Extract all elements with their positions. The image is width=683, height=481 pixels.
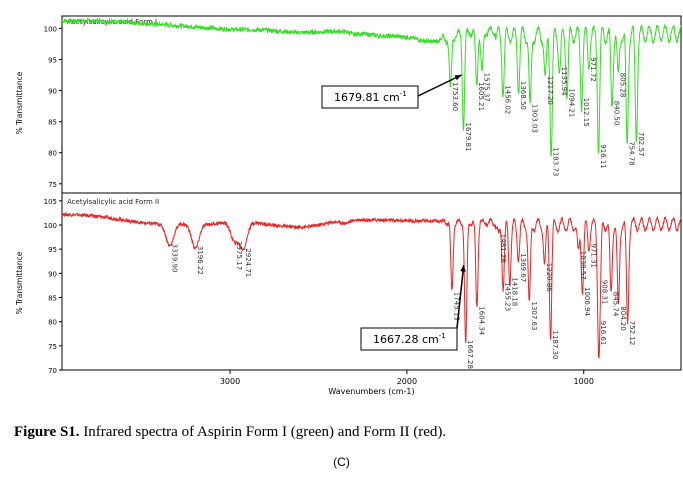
x-tick-label: 3000: [220, 377, 240, 386]
y-tick-label: 95: [48, 246, 57, 254]
peak-label: 1006.94: [583, 287, 591, 316]
peak-label: 1604.34: [477, 306, 485, 335]
callout-arrow: [456, 264, 465, 329]
callout-superscript: -1: [400, 90, 407, 98]
y-tick-label: 95: [48, 57, 57, 65]
peak-label: 1307.63: [530, 302, 538, 331]
peak-label: 1605.21: [477, 82, 485, 111]
peak-label: 1745.13: [452, 292, 460, 321]
peak-label: 1455.23: [504, 282, 512, 311]
y-tick-label: 75: [48, 343, 57, 351]
y-tick-label: 80: [48, 150, 57, 158]
callout-superscript: -1: [439, 332, 446, 340]
figure-sublabel: (C): [333, 455, 350, 469]
peak-label: 1418.18: [510, 277, 518, 306]
peak-label: 1368.50: [519, 81, 527, 110]
peak-label: 1012.15: [582, 98, 590, 127]
peak-label: 1094.21: [568, 88, 576, 117]
y-tick-label: 70: [48, 367, 57, 375]
peak-label: 804.20: [619, 306, 627, 331]
peak-label: 1217.20: [546, 76, 554, 105]
callout-arrow: [417, 74, 462, 97]
peak-label: 805.28: [619, 73, 627, 98]
peak-label: 1183.73: [552, 147, 560, 176]
peak-label: 1135.94: [560, 67, 568, 96]
y-tick-label: 85: [48, 119, 57, 127]
peak-label: 971.72: [589, 57, 597, 82]
peak-label: 916.61: [599, 321, 607, 346]
y-tick-label: 105: [44, 198, 57, 206]
peak-label: 916.11: [599, 144, 607, 169]
peak-label: 1575.37: [483, 73, 491, 102]
y-tick-label: 85: [48, 295, 57, 303]
callout-box: [321, 85, 419, 109]
panel-top: Acetylsalicylic acid Form I7580859095100…: [15, 18, 682, 189]
peak-label: 702.57: [637, 132, 645, 157]
x-tick-label: 1000: [574, 377, 594, 386]
y-axis-label: % Transmittance: [15, 71, 24, 134]
caption-label: Figure S1.: [14, 424, 80, 440]
figure-caption: Figure S1. Infrared spectra of Aspirin F…: [14, 424, 674, 441]
y-tick-label: 90: [48, 88, 57, 96]
x-axis-label: Wavenumbers (cm-1): [328, 387, 414, 396]
peak-label: 1303.03: [531, 104, 539, 133]
peak-label: 1030.57: [579, 251, 587, 280]
peak-label: 1369.67: [519, 253, 527, 282]
callout-text: 1667.28 cm-1: [373, 332, 446, 346]
callout-arrowhead: [454, 75, 462, 81]
peak-label: 1481.28: [499, 234, 507, 263]
peak-label: 1753.60: [451, 82, 459, 111]
y-tick-label: 100: [44, 222, 57, 230]
y-tick-label: 90: [48, 270, 57, 278]
y-tick-label: 100: [44, 25, 57, 33]
spectra-panels: Acetylsalicylic acid Form I7580859095100…: [15, 18, 682, 375]
y-tick-label: 80: [48, 319, 57, 327]
y-axis-label: % Transmittance: [15, 251, 24, 314]
peak-label: 840.50: [612, 101, 620, 126]
peak-label: 2975.17: [235, 241, 243, 270]
spectrum-line: [61, 18, 682, 157]
peak-label: 908.31: [600, 280, 608, 305]
caption-text: Infrared spectra of Aspirin Form I (gree…: [79, 424, 447, 440]
peak-label: 3196.22: [196, 246, 204, 275]
peak-label: 1679.81: [464, 123, 472, 152]
x-tick-label: 2000: [397, 377, 417, 386]
peak-label: 1667.28: [466, 340, 474, 369]
peak-label: 752.12: [628, 321, 636, 346]
peak-label: 3339.90: [170, 244, 178, 273]
peak-label: 1187.30: [551, 331, 559, 360]
callout-box: [360, 327, 458, 351]
panel-bottom: Acetylsalicylic acid Form II 70 75 80 85 90 95…: [15, 198, 682, 375]
y-tick-label: 75: [48, 181, 57, 189]
callout-text: 1679.81 cm-1: [334, 90, 407, 104]
spectrum-line: [61, 211, 682, 359]
callout-arrowhead: [460, 265, 466, 272]
peak-label: 2924.71: [244, 248, 252, 277]
plot-frame: 3000 2000 1000 Wavenumbers (cm-1): [61, 15, 682, 396]
peak-label: 845.74: [612, 292, 620, 317]
peak-label: 971.31: [589, 244, 597, 269]
peak-label: 754.78: [628, 141, 636, 166]
peak-label: 1456.02: [504, 85, 512, 114]
panel-title: Acetylsalicylic acid Form II: [67, 198, 159, 206]
peak-label: 1220.86: [545, 263, 553, 292]
